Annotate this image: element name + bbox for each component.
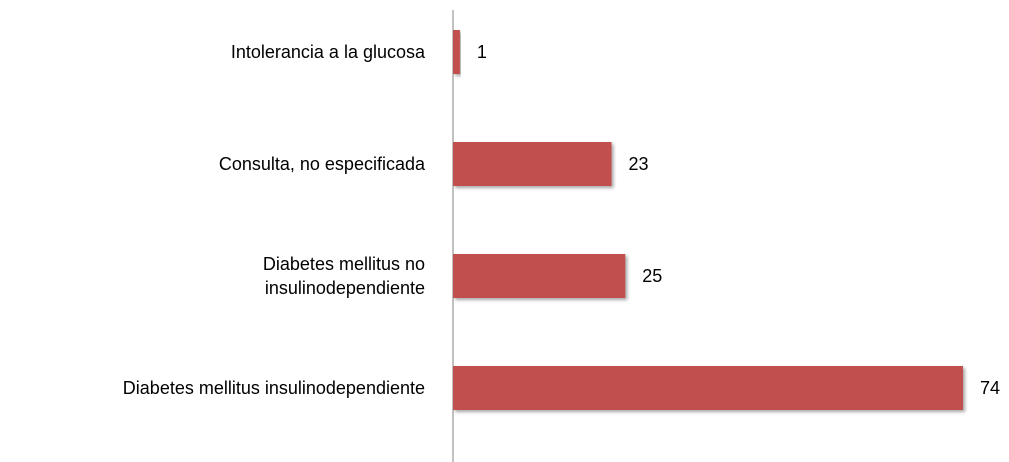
bar [453, 142, 612, 186]
value-label: 1 [476, 42, 487, 62]
value-label: 74 [980, 378, 1001, 398]
category-label: Intolerancia a la glucosa [230, 42, 425, 62]
category-label: Diabetes mellitus no insulinodependiente [262, 254, 425, 298]
bar [453, 254, 626, 298]
value-label: 25 [642, 266, 663, 286]
bar [453, 366, 963, 410]
category-label: Consulta, no especificada [218, 154, 425, 174]
category-label: Diabetes mellitus insulinodependiente [122, 378, 425, 398]
bar [453, 30, 460, 74]
value-label: 23 [628, 154, 649, 174]
